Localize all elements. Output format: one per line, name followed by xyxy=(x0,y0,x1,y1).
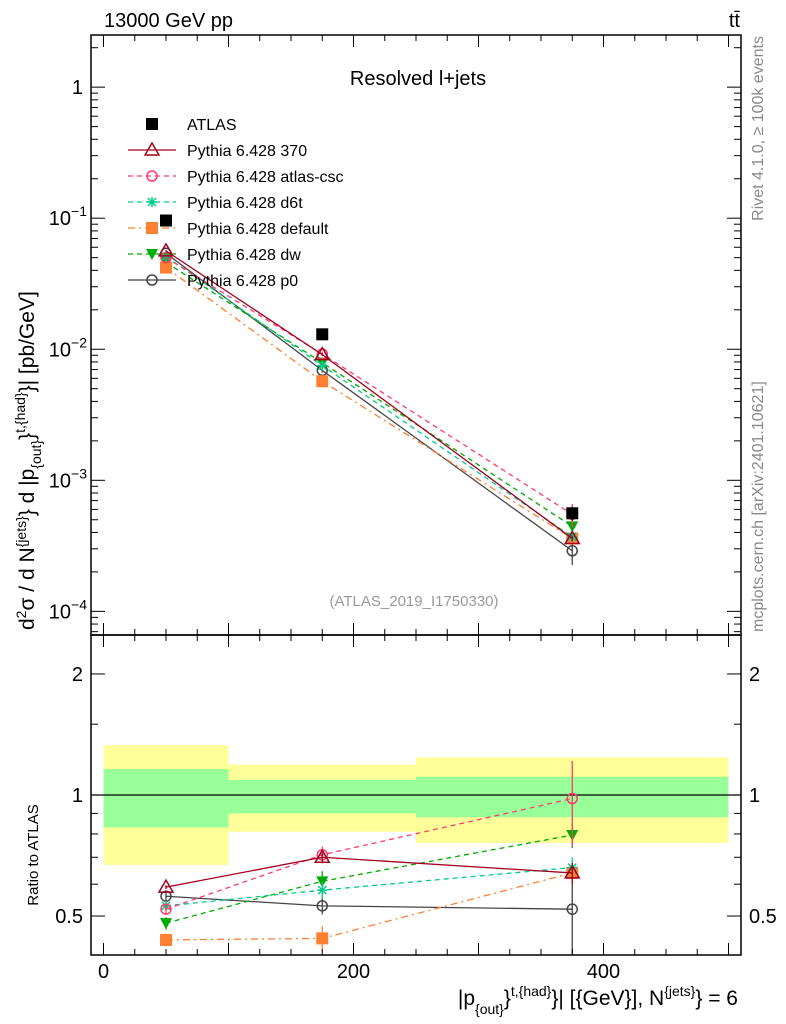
x-axis-label: |p{out}}t,{had}}| [{GeV}], N{jets}} = 6 xyxy=(458,983,738,1017)
ratio-plot-marks xyxy=(157,760,581,955)
legend-label: Pythia 6.428 d6t xyxy=(187,195,303,212)
legend-entry-pythia-6-428-370: Pythia 6.428 370 xyxy=(128,141,307,160)
ratio-line-pythia-6-428-p0 xyxy=(165,895,573,910)
y-tick-label: 1 xyxy=(72,77,83,99)
ratio-y-tick-label-right: 2 xyxy=(749,664,760,686)
data-point-pythia-6-428-370 xyxy=(157,242,175,257)
ratio-point-pythia-6-428-370 xyxy=(157,878,175,893)
legend-label: Pythia 6.428 370 xyxy=(187,143,307,160)
analysis-label: (ATLAS_2019_I1750330) xyxy=(329,593,498,610)
inner-band xyxy=(228,779,416,814)
ratio-y-tick-label: 2 xyxy=(72,664,83,686)
legend-marker xyxy=(146,170,158,182)
legend-marker xyxy=(146,118,158,130)
ratio-point-pythia-6-428-p0 xyxy=(566,903,578,915)
data-point-pythia-6-428-370 xyxy=(563,529,581,545)
ratio-point-pythia-6-428-370 xyxy=(563,864,581,879)
legend-marker xyxy=(146,249,158,260)
energy-label: 13000 GeV pp xyxy=(104,10,233,32)
ratio-y-tick-label: 0.5 xyxy=(55,906,83,928)
ratio-point-pythia-6-428-default xyxy=(316,932,329,945)
data-point-pythia-6-428-default xyxy=(316,375,329,388)
legend-entry-pythia-6-428-d6t: Pythia 6.428 d6t xyxy=(128,195,303,212)
legend: ATLAS Pythia 6.428 370 Pythia 6.428 atlas-… xyxy=(128,117,344,290)
legend-entry-atlas: ATLAS xyxy=(146,117,237,134)
data-point-atlas xyxy=(316,328,329,341)
series-line-pythia-6-428-d6t xyxy=(165,255,573,538)
y-axis-label: d2σ / d N{jets}} d |p{out}}t,{had}}| [pb… xyxy=(12,291,44,630)
ratio-point-pythia-6-428-dw xyxy=(160,918,172,930)
ratio-y-tick-label: 1 xyxy=(72,785,83,807)
legend-label: Pythia 6.428 dw xyxy=(187,247,301,264)
ratio-uncertainty-bands xyxy=(91,745,741,865)
y-tick-label: 10−4 xyxy=(49,596,87,623)
series-line-pythia-6-428-dw xyxy=(165,261,573,527)
ratio-point-pythia-6-428-atlas-csc xyxy=(160,903,172,915)
main-plot-marks xyxy=(157,214,581,565)
axes: 1 10−1 10−2 10−3 10−4 0.5 0.5 1 1 2 2 0 200 400 xyxy=(49,34,777,983)
ratio-y-tick-label-right: 1 xyxy=(749,785,760,807)
x-tick-label: 400 xyxy=(587,961,620,983)
legend-entry-pythia-6-428-atlas-csc: Pythia 6.428 atlas-csc xyxy=(128,169,344,186)
y-tick-label: 10−2 xyxy=(49,334,87,361)
mcplots-label: mcplots.cern.ch [arXiv:2401.10621] xyxy=(750,381,767,632)
plot-title: Resolved l+jets xyxy=(350,68,486,90)
data-point-pythia-6-428-default xyxy=(160,261,172,274)
ratio-y-axis-label: Ratio to ATLAS xyxy=(25,804,42,905)
data-point-pythia-6-428-370 xyxy=(313,346,331,361)
series-line-pythia-6-428-370 xyxy=(165,250,573,539)
legend-marker xyxy=(143,141,161,156)
x-tick-label: 0 xyxy=(98,961,109,983)
ratio-point-pythia-6-428-p0 xyxy=(316,900,328,912)
data-point-pythia-6-428-atlas-csc xyxy=(160,251,172,264)
legend-label: Pythia 6.428 atlas-csc xyxy=(187,169,344,186)
series-line-pythia-6-428-default xyxy=(165,267,573,539)
y-tick-label: 10−1 xyxy=(49,203,87,230)
y-tick-label: 10−3 xyxy=(49,465,87,492)
series-line-pythia-6-428-atlas-csc xyxy=(165,257,573,515)
legend-entry-pythia-6-428-default: Pythia 6.428 default xyxy=(128,221,329,238)
legend-entry-pythia-6-428-p0: Pythia 6.428 p0 xyxy=(128,273,298,290)
legend-marker xyxy=(146,274,158,286)
ratio-point-pythia-6-428-default xyxy=(160,933,172,946)
data-point-pythia-6-428-p0 xyxy=(566,545,578,557)
series-line-pythia-6-428-p0 xyxy=(165,252,573,552)
data-point-atlas xyxy=(566,507,579,520)
rivet-version-label: Rivet 4.1.0, ≥ 100k events xyxy=(750,36,767,221)
legend-label: Pythia 6.428 default xyxy=(187,221,329,238)
data-point-pythia-6-428-d6t xyxy=(317,360,328,371)
ratio-point-pythia-6-428-d6t xyxy=(317,885,328,896)
legend-marker xyxy=(147,197,157,207)
legend-label: Pythia 6.428 p0 xyxy=(187,273,298,290)
ratio-point-pythia-6-428-370 xyxy=(313,848,331,864)
process-label: tt̄ xyxy=(729,10,741,32)
ratio-point-pythia-6-428-atlas-csc xyxy=(566,792,578,805)
ratio-y-tick-label-right: 0.5 xyxy=(749,906,777,928)
legend-entry-pythia-6-428-dw: Pythia 6.428 dw xyxy=(128,247,301,264)
ratio-point-pythia-6-428-dw xyxy=(316,876,329,888)
data-point-atlas xyxy=(160,214,172,227)
x-tick-label: 200 xyxy=(337,961,370,983)
legend-label: ATLAS xyxy=(187,117,237,134)
inner-band xyxy=(103,769,229,828)
legend-marker xyxy=(146,222,158,234)
